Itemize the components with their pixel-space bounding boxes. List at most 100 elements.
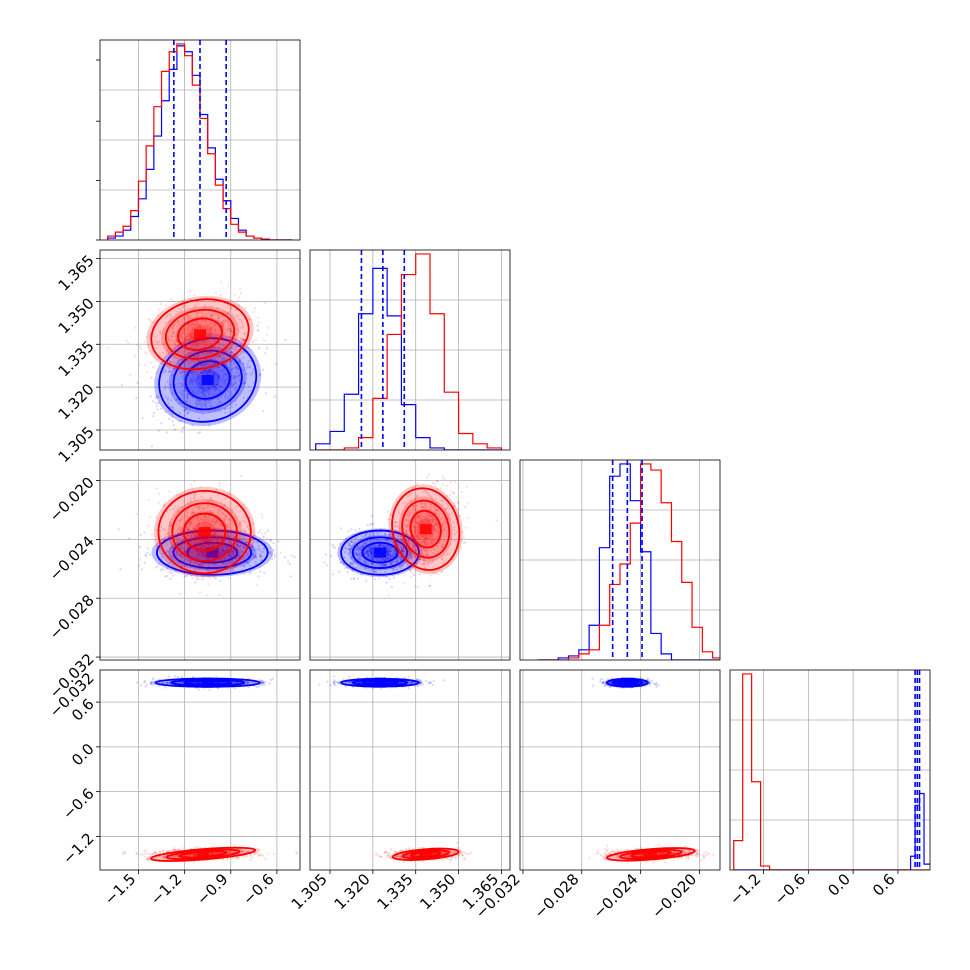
sample-point-red	[194, 527, 197, 531]
sample-point-blue	[182, 378, 185, 381]
sample-point-red	[195, 315, 198, 318]
sample-point-blue	[154, 396, 157, 399]
sample-point-blue	[163, 682, 166, 685]
sample-point-red	[157, 564, 160, 567]
sample-point-red	[221, 343, 224, 346]
sample-point-red	[206, 553, 210, 556]
sample-point-red	[226, 353, 229, 356]
sample-point-red	[227, 304, 230, 307]
sample-point-blue	[392, 567, 395, 570]
sample-point-red	[203, 544, 206, 547]
histogram-red	[107, 43, 293, 240]
sample-point-red	[383, 528, 386, 531]
sample-point-red	[196, 312, 199, 315]
sample-point-blue	[400, 551, 404, 554]
sample-point-red	[423, 502, 426, 505]
sample-point-red	[184, 510, 188, 513]
sample-point-blue	[205, 402, 208, 405]
sample-point-blue	[214, 563, 218, 567]
panel-frame-1-0	[99, 249, 301, 451]
sample-point-blue	[214, 329, 217, 333]
sample-point-red	[191, 328, 194, 331]
sample-point-red	[398, 557, 401, 561]
sample-point-red	[191, 577, 194, 580]
sample-point-red	[389, 562, 393, 565]
sample-point-blue	[208, 410, 211, 413]
sample-point-blue	[369, 539, 372, 543]
sample-point-blue	[197, 403, 201, 406]
sample-point-red	[220, 321, 223, 324]
sample-point-blue	[195, 550, 198, 553]
sample-point-red	[227, 304, 230, 307]
sample-point-red	[192, 328, 195, 331]
sample-point-red	[435, 536, 438, 539]
sample-point-red	[397, 541, 400, 544]
sample-point-red	[195, 355, 198, 358]
sample-point-blue	[150, 681, 153, 685]
sample-point-blue	[202, 390, 205, 393]
sample-point-red	[221, 512, 224, 516]
sample-point-blue	[398, 543, 401, 546]
sample-point-red	[204, 551, 207, 554]
sample-point-red	[206, 336, 209, 339]
sample-point-red	[205, 341, 208, 345]
sample-point-red	[421, 502, 424, 505]
sample-point-red	[208, 333, 211, 336]
sample-point-red	[174, 553, 177, 556]
sample-point-red	[205, 537, 208, 541]
sample-point-blue	[232, 552, 235, 555]
sample-point-red	[229, 529, 233, 532]
sample-point-red	[205, 594, 208, 597]
sample-point-blue	[338, 570, 341, 573]
sample-point-red	[429, 494, 432, 497]
sample-point-red	[403, 553, 406, 556]
sample-point-blue	[273, 395, 276, 398]
sample-point-red	[224, 351, 227, 354]
sample-point-red	[198, 324, 201, 327]
sample-point-blue	[368, 534, 371, 537]
sample-point-red	[162, 855, 165, 858]
sample-point-blue	[368, 557, 371, 560]
sample-point-blue	[325, 564, 328, 567]
sample-point-blue	[195, 403, 198, 406]
sample-point-blue	[350, 550, 353, 554]
sample-point-red	[200, 517, 203, 520]
sample-point-blue	[284, 339, 287, 342]
sample-point-red	[243, 339, 246, 342]
sample-point-red	[419, 518, 422, 521]
sample-point-red	[227, 529, 230, 532]
sample-point-red	[246, 850, 249, 853]
sample-point-red	[218, 593, 221, 596]
sample-point-red	[211, 511, 214, 514]
sample-point-red	[407, 538, 410, 541]
sample-point-red	[208, 509, 211, 513]
sample-point-blue	[357, 577, 360, 580]
sample-point-red	[439, 517, 442, 521]
sample-point-blue	[167, 562, 170, 565]
sample-point-blue	[187, 411, 190, 414]
sample-point-blue	[203, 369, 206, 372]
histogram-red	[315, 253, 503, 450]
sample-point-blue	[192, 373, 195, 376]
sample-point-blue	[183, 408, 186, 412]
sample-point-red	[163, 538, 166, 541]
sample-point-red	[409, 499, 412, 502]
sample-point-blue	[254, 534, 257, 537]
sample-point-red	[239, 522, 242, 525]
sample-point-blue	[213, 382, 216, 385]
sample-point-red	[221, 324, 224, 327]
sample-point-blue	[216, 568, 220, 571]
sample-point-red	[433, 528, 436, 531]
sample-point-red	[216, 332, 219, 335]
sample-point-red	[154, 347, 157, 350]
sample-point-red	[210, 342, 213, 345]
sample-point-red	[178, 363, 181, 367]
sample-point-red	[241, 325, 244, 328]
sample-point-red	[252, 310, 255, 313]
sample-point-red	[242, 543, 246, 546]
sample-point-blue	[184, 400, 187, 403]
sample-point-blue	[261, 368, 265, 371]
sample-point-red	[163, 535, 166, 538]
sample-point-blue	[230, 528, 233, 532]
sample-point-red	[168, 534, 171, 537]
